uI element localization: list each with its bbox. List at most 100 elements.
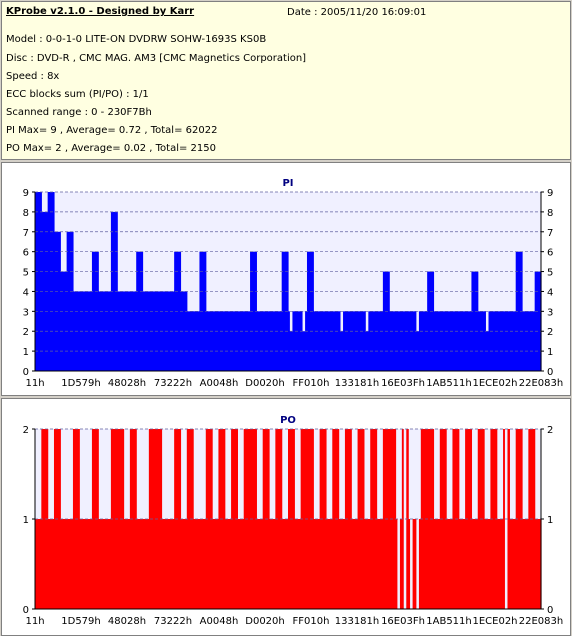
data-bar [528, 311, 536, 371]
data-bar [256, 519, 264, 609]
data-bar [319, 311, 327, 371]
y-tick-label-right: 8 [547, 208, 553, 219]
data-bar [41, 211, 49, 371]
x-tick-label: 1ECE02h [472, 616, 517, 627]
data-bar [199, 519, 207, 609]
data-bar [98, 519, 106, 609]
data-bar [382, 271, 390, 371]
data-bar [224, 311, 232, 371]
data-bar [269, 519, 276, 609]
data-bar [427, 271, 435, 371]
data-dip [410, 519, 413, 609]
data-bar [338, 519, 346, 609]
data-bar [250, 429, 257, 609]
app-title: KProbe v2.1.0 - Designed by Karr [6, 6, 195, 17]
data-bar [484, 311, 491, 371]
data-dip [289, 311, 293, 332]
x-tick-label: 1ECE02h [472, 378, 517, 389]
x-tick-label: 22E083h [519, 616, 563, 627]
y-tick-label: 3 [23, 307, 29, 318]
data-dip [416, 519, 419, 609]
data-bar [332, 311, 340, 371]
x-tick-label: 73222h [154, 378, 192, 389]
data-bar [205, 429, 213, 609]
data-bar [395, 311, 403, 371]
y-tick-label: 6 [23, 248, 29, 259]
x-tick-label: 48028h [108, 616, 146, 627]
data-bar [129, 291, 137, 371]
x-tick-label: 1D579h [61, 378, 101, 389]
data-bar [129, 429, 137, 609]
data-bar [439, 429, 447, 609]
data-bar [325, 311, 333, 371]
data-bar [237, 311, 245, 371]
data-bar [376, 519, 384, 609]
y-tick-label: 4 [23, 287, 29, 298]
data-bar [338, 311, 346, 371]
model-line: Model : 0-0-1-0 LITE-ON DVDRW SOHW-1693S… [6, 34, 267, 45]
data-bar [313, 519, 321, 609]
x-tick-label: A0048h [200, 616, 239, 627]
data-bar [237, 519, 245, 609]
po-chart: PO 0 0 1 1 2 2 11h 1D579h 48028h 73222h A0048h D0020… [23, 415, 564, 627]
data-bar [60, 271, 68, 371]
data-bar [66, 231, 74, 371]
data-bar [256, 311, 264, 371]
data-bar [123, 519, 131, 609]
data-bar [522, 311, 529, 371]
data-bar [85, 519, 93, 609]
data-bar [281, 519, 289, 609]
x-tick-label: FF010h [293, 378, 330, 389]
y-tick-label-right: 2 [547, 327, 553, 338]
data-bar [433, 519, 441, 609]
data-bar [515, 251, 523, 371]
x-tick-label: FF010h [293, 616, 330, 627]
data-bar [136, 251, 144, 371]
data-bar [205, 311, 213, 371]
x-tick-label: 1AB511h [426, 378, 472, 389]
data-bar [35, 192, 42, 371]
data-bar [420, 429, 428, 609]
data-bar [471, 519, 479, 609]
x-tick-label: 1D579h [61, 616, 101, 627]
data-bar [294, 519, 302, 609]
y-tick-label-right: 6 [547, 248, 553, 259]
data-bar [344, 311, 352, 371]
y-tick-label: 2 [23, 425, 29, 436]
data-bar [357, 311, 365, 371]
x-tick-label: 133181h [335, 378, 380, 389]
data-bar [363, 311, 371, 371]
data-bar [439, 311, 447, 371]
y-tick-label-right: 5 [547, 268, 553, 279]
y-tick-label: 1 [23, 347, 29, 358]
y-tick-label-right: 1 [547, 515, 553, 526]
x-tick-label: D0020h [245, 616, 285, 627]
data-bar [231, 311, 238, 371]
data-bar [218, 311, 226, 371]
data-bar [224, 519, 232, 609]
data-bar [503, 311, 510, 371]
y-tick-label-right: 7 [547, 228, 553, 239]
data-bar [35, 519, 42, 609]
data-bar [53, 231, 61, 371]
chart-title: PO [280, 415, 296, 426]
x-tick-label: 133181h [335, 616, 380, 627]
data-bar [300, 311, 308, 371]
data-bar [490, 311, 498, 371]
data-bar [446, 311, 454, 371]
data-bar [370, 429, 378, 609]
y-tick-label-right: 4 [547, 287, 553, 298]
data-bar [465, 311, 473, 371]
data-bar [490, 429, 498, 609]
data-bar [288, 311, 295, 371]
pi-stats-line: PI Max= 9 , Average= 0.72 , Total= 62022 [6, 125, 218, 136]
data-bar [471, 271, 479, 371]
ecc-line: ECC blocks sum (PI/PO) : 1/1 [6, 89, 149, 100]
data-bar [300, 429, 308, 609]
y-tick-label: 2 [23, 327, 29, 338]
data-bar [161, 519, 169, 609]
y-tick-label-right: 2 [547, 425, 553, 436]
data-bar [66, 519, 74, 609]
po-chart-panel: PO 0 0 1 1 2 2 11h 1D579h 48028h 73222h A0048h D0020… [1, 398, 571, 636]
y-tick-label-right: 0 [547, 605, 553, 616]
